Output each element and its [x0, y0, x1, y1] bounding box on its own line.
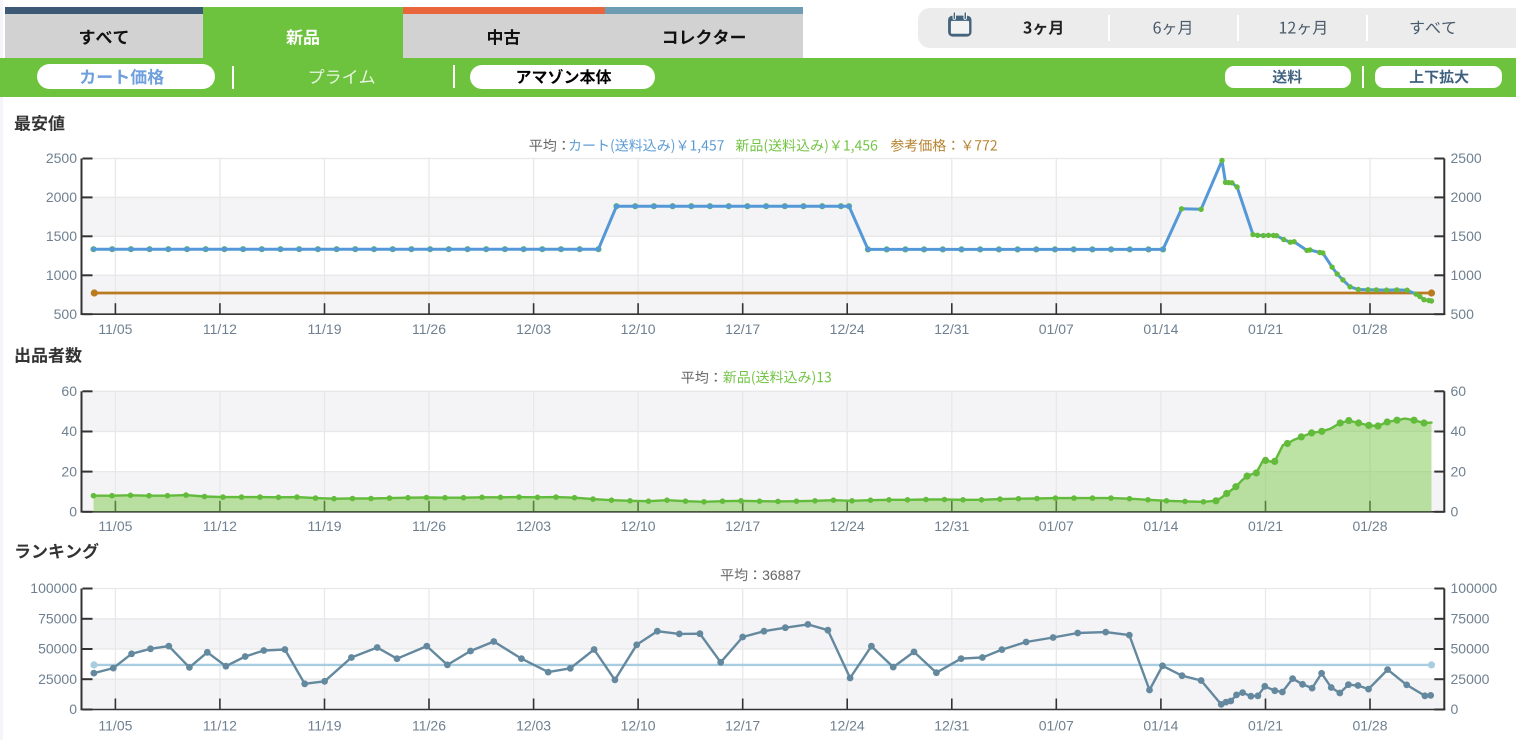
- svg-text:01/28: 01/28: [1352, 718, 1387, 734]
- svg-text:12/24: 12/24: [830, 518, 865, 534]
- svg-text:01/21: 01/21: [1248, 518, 1283, 534]
- svg-text:20: 20: [61, 463, 77, 479]
- svg-text:1000: 1000: [1451, 267, 1482, 283]
- svg-text:11/26: 11/26: [412, 518, 446, 534]
- svg-text:11/05: 11/05: [98, 321, 132, 337]
- svg-text:0: 0: [1451, 701, 1459, 717]
- svg-text:01/28: 01/28: [1352, 321, 1387, 337]
- svg-text:500: 500: [1451, 306, 1475, 322]
- svg-text:11/12: 11/12: [203, 321, 237, 337]
- svg-text:11/26: 11/26: [412, 718, 446, 734]
- svg-text:1000: 1000: [46, 267, 77, 283]
- svg-text:12/03: 12/03: [516, 321, 551, 337]
- svg-text:75000: 75000: [1451, 611, 1490, 627]
- svg-text:12/03: 12/03: [516, 518, 551, 534]
- svg-text:100000: 100000: [1451, 580, 1498, 596]
- svg-text:500: 500: [54, 306, 78, 322]
- svg-text:11/19: 11/19: [308, 718, 342, 734]
- svg-text:11/19: 11/19: [308, 518, 342, 534]
- svg-text:75000: 75000: [38, 611, 77, 627]
- svg-text:12/03: 12/03: [516, 718, 551, 734]
- svg-text:12/31: 12/31: [934, 518, 969, 534]
- svg-text:60: 60: [61, 383, 77, 399]
- svg-text:12/24: 12/24: [830, 321, 865, 337]
- svg-text:12/10: 12/10: [621, 718, 656, 734]
- svg-text:12/17: 12/17: [725, 518, 760, 534]
- svg-text:11/19: 11/19: [308, 321, 342, 337]
- svg-text:11/26: 11/26: [412, 321, 446, 337]
- svg-text:12/10: 12/10: [621, 518, 656, 534]
- svg-text:01/14: 01/14: [1143, 518, 1178, 534]
- svg-text:01/07: 01/07: [1039, 718, 1074, 734]
- svg-text:40: 40: [61, 423, 77, 439]
- svg-text:20: 20: [1451, 463, 1467, 479]
- svg-text:01/14: 01/14: [1143, 321, 1178, 337]
- svg-text:11/12: 11/12: [203, 518, 237, 534]
- svg-text:2000: 2000: [1451, 189, 1482, 205]
- svg-text:0: 0: [69, 701, 77, 717]
- svg-text:2500: 2500: [46, 150, 77, 166]
- svg-text:2000: 2000: [46, 189, 77, 205]
- svg-text:01/14: 01/14: [1143, 718, 1178, 734]
- svg-text:11/05: 11/05: [98, 518, 132, 534]
- svg-text:25000: 25000: [1451, 671, 1490, 687]
- svg-text:2500: 2500: [1451, 150, 1482, 166]
- svg-text:12/17: 12/17: [725, 321, 760, 337]
- svg-text:11/12: 11/12: [203, 718, 237, 734]
- svg-text:12/31: 12/31: [934, 718, 969, 734]
- svg-text:25000: 25000: [38, 671, 77, 687]
- svg-text:1500: 1500: [46, 228, 77, 244]
- svg-text:60: 60: [1451, 383, 1467, 399]
- svg-text:01/07: 01/07: [1039, 518, 1074, 534]
- svg-text:11/05: 11/05: [98, 718, 132, 734]
- svg-text:0: 0: [1451, 504, 1459, 520]
- svg-text:36887: 36887: [762, 567, 801, 583]
- svg-text:12/24: 12/24: [830, 718, 865, 734]
- svg-text:40: 40: [1451, 423, 1467, 439]
- svg-text:12/31: 12/31: [934, 321, 969, 337]
- svg-text:1500: 1500: [1451, 228, 1482, 244]
- svg-text:100000: 100000: [30, 580, 77, 596]
- svg-text:12/17: 12/17: [725, 718, 760, 734]
- svg-text:12/10: 12/10: [621, 321, 656, 337]
- svg-text:01/28: 01/28: [1352, 518, 1387, 534]
- svg-text:50000: 50000: [1451, 641, 1490, 657]
- svg-text:01/07: 01/07: [1039, 321, 1074, 337]
- svg-text:50000: 50000: [38, 641, 77, 657]
- svg-text:01/21: 01/21: [1248, 718, 1283, 734]
- svg-text:0: 0: [69, 504, 77, 520]
- svg-text:01/21: 01/21: [1248, 321, 1283, 337]
